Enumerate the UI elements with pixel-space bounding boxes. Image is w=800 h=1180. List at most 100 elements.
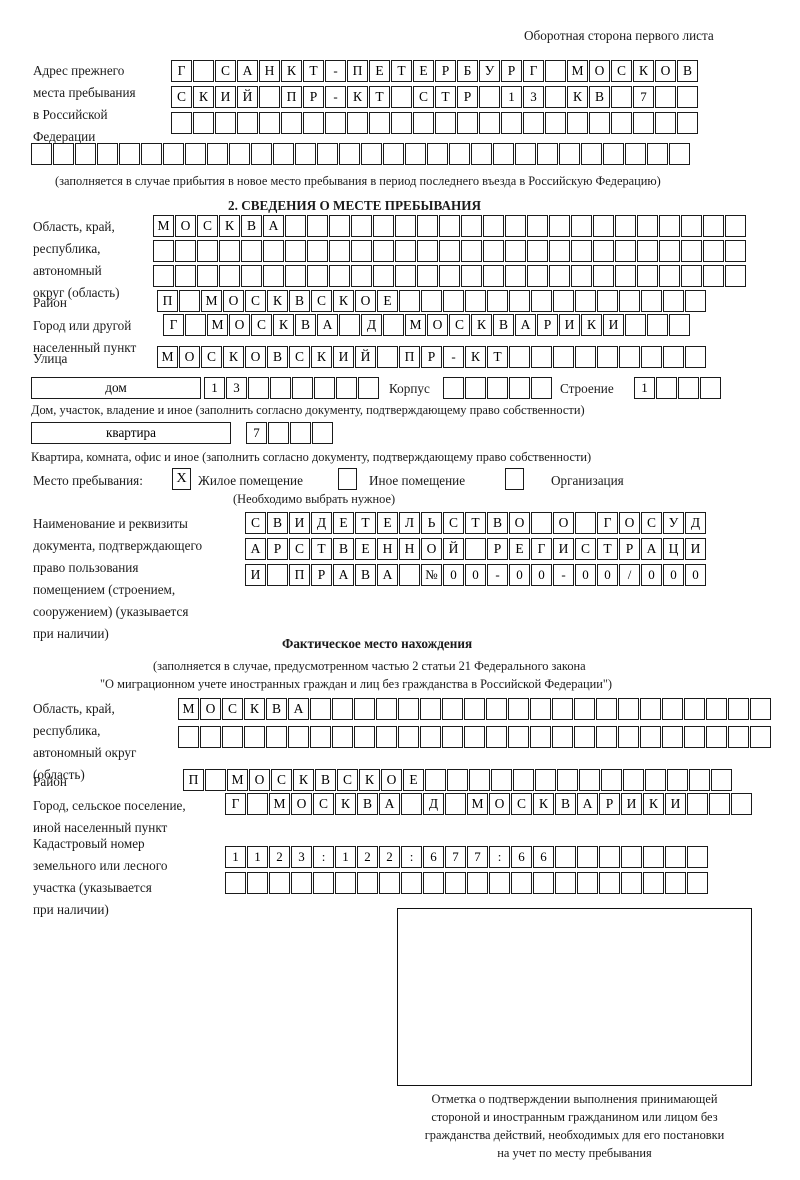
cadastral-row-1-cell-11[interactable]: 7	[445, 846, 466, 868]
previous-address-row-4-cell-7[interactable]	[163, 143, 184, 165]
section2-region-row-3-cell-18[interactable]	[527, 265, 548, 287]
cadastral-row-2-cell-15[interactable]	[533, 872, 554, 894]
cadastral-row-1-cell-21[interactable]	[665, 846, 686, 868]
section2-region-row-2-cell-19[interactable]	[549, 240, 570, 262]
cadastral-row-2-cell-19[interactable]	[621, 872, 642, 894]
cadastral-row-2-cell-4[interactable]	[291, 872, 312, 894]
section2-city-row-cell-12[interactable]: М	[405, 314, 426, 336]
document-row-1-cell-18[interactable]: О	[619, 512, 640, 534]
section2-district-row-cell-7[interactable]: В	[289, 290, 310, 312]
section2-region-row-1-cell-12[interactable]	[395, 215, 416, 237]
previous-address-row-1-cell-11[interactable]: Т	[391, 60, 412, 82]
stroenie-cells-cell-3[interactable]	[678, 377, 699, 399]
document-row-3-cell-9[interactable]: №	[421, 564, 442, 586]
checkbox-other-premises[interactable]	[338, 468, 357, 490]
document-row-3-cell-20[interactable]: 0	[663, 564, 684, 586]
section2-city-row-cell-8[interactable]: А	[317, 314, 338, 336]
document-row-3-cell-17[interactable]: 0	[597, 564, 618, 586]
previous-address-row-4-cell-28[interactable]	[625, 143, 646, 165]
section2-region-row-3-cell-24[interactable]	[659, 265, 680, 287]
section2-region-row-3-cell-16[interactable]	[483, 265, 504, 287]
cadastral-row-1-cell-16[interactable]	[555, 846, 576, 868]
previous-address-row-1-cell-10[interactable]: Е	[369, 60, 390, 82]
section2-region-row-3-cell-17[interactable]	[505, 265, 526, 287]
document-row-3-cell-14[interactable]: 0	[531, 564, 552, 586]
actual-region-row-2-cell-8[interactable]	[332, 726, 353, 748]
korpus-cells[interactable]	[443, 377, 552, 399]
section2-city-row-cell-20[interactable]: К	[581, 314, 602, 336]
section2-street-row-cell-19[interactable]	[553, 346, 574, 368]
previous-address-row-2-cell-10[interactable]: Т	[369, 86, 390, 108]
document-row-2-cell-12[interactable]: Р	[487, 538, 508, 560]
section2-region-row-2-cell-25[interactable]	[681, 240, 702, 262]
actual-region-row-1-cell-27[interactable]	[750, 698, 771, 720]
actual-region-row-2-cell-21[interactable]	[618, 726, 639, 748]
cadastral-row-1-cell-5[interactable]: :	[313, 846, 334, 868]
house-number-cells-cell-4[interactable]	[270, 377, 291, 399]
actual-district-row-cell-1[interactable]: П	[183, 769, 204, 791]
actual-district-row-cell-2[interactable]	[205, 769, 226, 791]
actual-district-row-cell-15[interactable]	[491, 769, 512, 791]
section2-region-row-3-cell-6[interactable]	[263, 265, 284, 287]
section2-region-row-1-cell-23[interactable]	[637, 215, 658, 237]
document-row-2-cell-8[interactable]: Н	[399, 538, 420, 560]
stroenie-cells[interactable]: 1	[634, 377, 721, 399]
section2-city-row-cell-14[interactable]: С	[449, 314, 470, 336]
actual-region-row-2-cell-9[interactable]	[354, 726, 375, 748]
section2-region-row-3-cell-9[interactable]	[329, 265, 350, 287]
section2-district-row-cell-19[interactable]	[553, 290, 574, 312]
previous-address-row-1-cell-6[interactable]: К	[281, 60, 302, 82]
section2-street-row-cell-21[interactable]	[597, 346, 618, 368]
actual-region-row-2-cell-11[interactable]	[398, 726, 419, 748]
previous-address-row-3-cell-17[interactable]	[523, 112, 544, 134]
previous-address-row-1-cell-5[interactable]: Н	[259, 60, 280, 82]
cadastral-row-1-cell-8[interactable]: 2	[379, 846, 400, 868]
previous-address-row-2-cell-17[interactable]: 3	[523, 86, 544, 108]
section2-district-row-cell-25[interactable]	[685, 290, 706, 312]
actual-region-row-1-cell-6[interactable]: А	[288, 698, 309, 720]
previous-address-row-2-cell-11[interactable]	[391, 86, 412, 108]
section2-city-row-cell-7[interactable]: В	[295, 314, 316, 336]
document-row-2-cell-14[interactable]: Г	[531, 538, 552, 560]
document-row-2-cell-2[interactable]: Р	[267, 538, 288, 560]
section2-district-row-cell-23[interactable]	[641, 290, 662, 312]
document-row-2-cell-4[interactable]: Т	[311, 538, 332, 560]
document-row-2-cell-18[interactable]: Р	[619, 538, 640, 560]
previous-address-row-3-cell-19[interactable]	[567, 112, 588, 134]
actual-city-row-cell-4[interactable]: О	[291, 793, 312, 815]
cadastral-row-2-cell-8[interactable]	[379, 872, 400, 894]
actual-region-row-2-cell-14[interactable]	[464, 726, 485, 748]
previous-address-row-2-cell-7[interactable]: Р	[303, 86, 324, 108]
section2-region-row-3-cell-25[interactable]	[681, 265, 702, 287]
previous-address-row-3[interactable]	[171, 112, 698, 134]
previous-address-row-1-cell-3[interactable]: С	[215, 60, 236, 82]
section2-street-row-cell-24[interactable]	[663, 346, 684, 368]
actual-region-row-2-cell-3[interactable]	[222, 726, 243, 748]
previous-address-row-3-cell-5[interactable]	[259, 112, 280, 134]
previous-address-row-1-cell-18[interactable]	[545, 60, 566, 82]
cadastral-row-2-cell-11[interactable]	[445, 872, 466, 894]
actual-district-row-cell-23[interactable]	[667, 769, 688, 791]
actual-city-row-cell-14[interactable]: С	[511, 793, 532, 815]
document-row-3[interactable]: И П Р А В А № 0 0-0 0-0 0/0 0 0	[245, 564, 706, 586]
actual-district-row-cell-5[interactable]: С	[271, 769, 292, 791]
document-row-2-cell-11[interactable]	[465, 538, 486, 560]
document-row-1-cell-4[interactable]: Д	[311, 512, 332, 534]
document-row-1-cell-8[interactable]: Л	[399, 512, 420, 534]
actual-region-row-1-cell-22[interactable]	[640, 698, 661, 720]
section2-region-row-1-cell-24[interactable]	[659, 215, 680, 237]
checkbox-residential-premises[interactable]: X	[172, 468, 191, 490]
previous-address-row-1-cell-24[interactable]: В	[677, 60, 698, 82]
section2-region-row-1-cell-22[interactable]	[615, 215, 636, 237]
previous-address-row-3-cell-21[interactable]	[611, 112, 632, 134]
confirmation-stamp-box[interactable]	[397, 908, 752, 1086]
cadastral-row-2-cell-5[interactable]	[313, 872, 334, 894]
previous-address-row-2-cell-3[interactable]: И	[215, 86, 236, 108]
house-number-cells-cell-6[interactable]	[314, 377, 335, 399]
section2-district-row-cell-1[interactable]: П	[157, 290, 178, 312]
section2-street-row-cell-18[interactable]	[531, 346, 552, 368]
document-row-3-cell-1[interactable]: И	[245, 564, 266, 586]
section2-city-row-cell-21[interactable]: И	[603, 314, 624, 336]
actual-region-row-2-cell-12[interactable]	[420, 726, 441, 748]
